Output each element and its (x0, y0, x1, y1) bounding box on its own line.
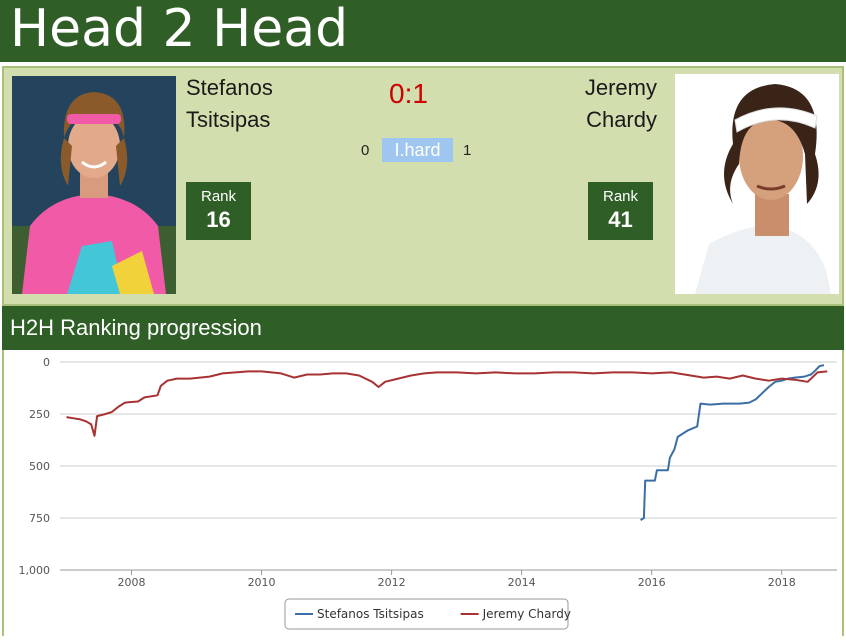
player2-surface-wins: 1 (463, 142, 472, 159)
x-tick-label: 2016 (638, 576, 666, 589)
surface-badge: I.hard (382, 138, 453, 162)
player2-first-name: Jeremy (584, 75, 657, 100)
player1-photo (12, 76, 176, 294)
player2-portrait (675, 74, 839, 294)
chart-legend[interactable]: Stefanos Tsitsipas Jeremy Chardy (284, 598, 571, 630)
player2-photo (675, 74, 839, 294)
player1-surface-wins: 0 (361, 142, 370, 159)
chart-grid (60, 361, 837, 571)
x-tick-label: 2014 (508, 576, 536, 589)
ranking-section-title: H2H Ranking progression (10, 315, 262, 340)
y-tick-label: 1,000 (19, 564, 51, 577)
ranking-chart-svg: 0 250 500 750 1,000 2008 2010 2012 2014 2016 2018… (19, 356, 837, 630)
x-tick-label: 2010 (248, 576, 276, 589)
x-tick-label: 2008 (118, 576, 146, 589)
legend-item-2[interactable]: Jeremy Chardy (482, 607, 571, 621)
y-tick-label: 500 (29, 460, 50, 473)
legend-item-1[interactable]: Stefanos Tsitsipas (317, 607, 424, 621)
y-tick-label: 0 (43, 356, 50, 369)
player1-last-name: Tsitsipas (186, 107, 271, 132)
player1-portrait (12, 76, 176, 294)
player2-rank-box: Rank 41 (588, 182, 653, 240)
x-tick-label: 2012 (378, 576, 406, 589)
player1-rank-label: Rank (200, 188, 237, 205)
x-tick-label: 2018 (768, 576, 796, 589)
series-line-1[interactable] (640, 364, 825, 521)
page-header: Head 2 Head (0, 0, 846, 62)
series-line-2[interactable] (66, 370, 828, 437)
y-tick-label: 250 (29, 408, 50, 421)
chart-x-ticks: 2008 2010 2012 2014 2016 2018 (118, 570, 796, 589)
player1-first-name: Stefanos (186, 75, 273, 100)
legend-box (284, 598, 569, 630)
chart-lines (66, 364, 828, 521)
ranking-section-header: H2H Ranking progression (2, 306, 844, 350)
player1-name[interactable]: Stefanos Tsitsipas (186, 72, 273, 136)
y-tick-label: 750 (29, 512, 50, 525)
h2h-score: 0:1 (389, 78, 428, 109)
player1-rank-value: 16 (206, 207, 231, 232)
chart-y-ticks: 0 250 500 750 1,000 (19, 356, 51, 577)
ranking-chart: 0 250 500 750 1,000 2008 2010 2012 2014 2016 2018… (2, 350, 844, 636)
player2-rank-label: Rank (602, 188, 639, 205)
page-title: Head 2 Head (10, 0, 349, 59)
player2-rank-value: 41 (608, 207, 633, 232)
player2-last-name: Chardy (586, 107, 657, 132)
player2-name[interactable]: Jeremy Chardy (585, 72, 657, 136)
h2h-panel: Stefanos Tsitsipas 0:1 0 I.hard 1 Rank 1… (2, 66, 844, 306)
player1-rank-box: Rank 16 (186, 182, 251, 240)
